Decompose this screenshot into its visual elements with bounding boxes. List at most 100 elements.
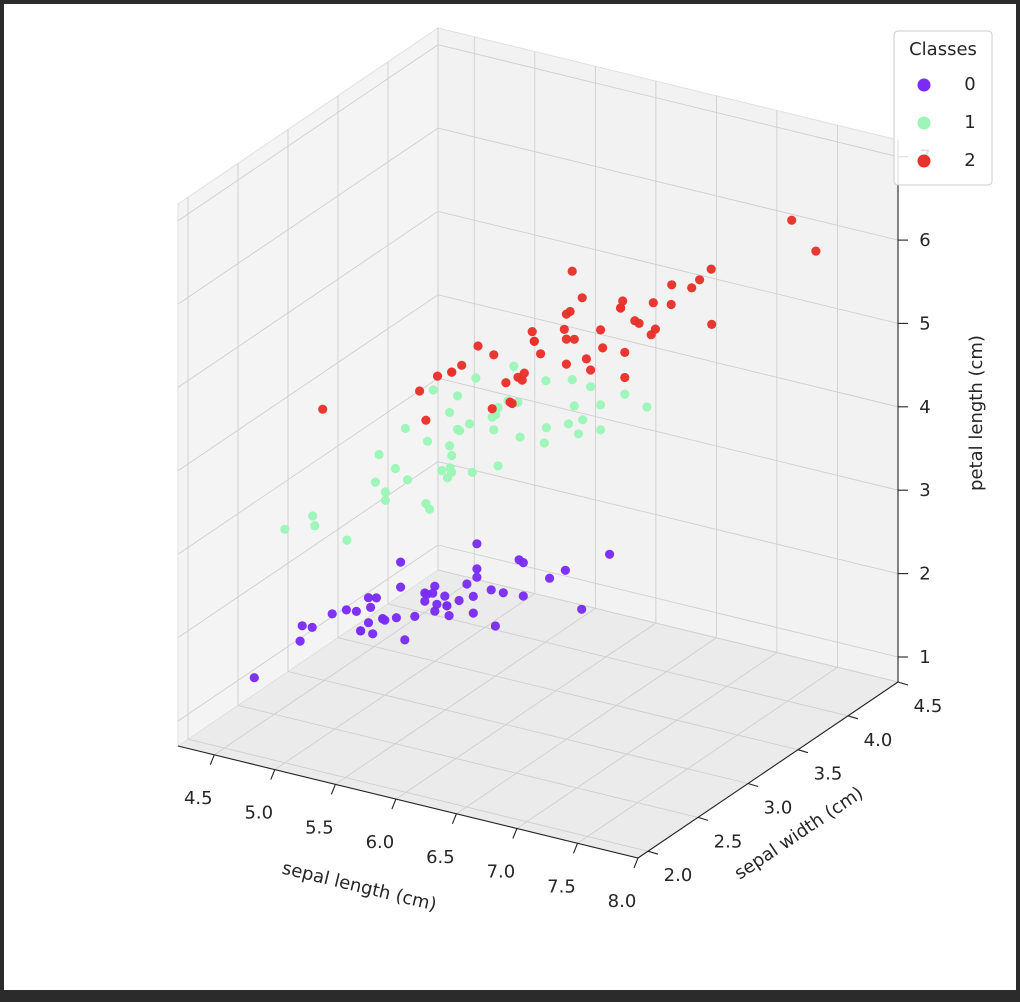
axes-lines — [177, 140, 899, 859]
data-point-class-2 — [559, 324, 569, 334]
data-point-class-2 — [787, 215, 797, 225]
z-tick-label: 4 — [919, 397, 930, 418]
data-point-class-1 — [578, 415, 588, 425]
z-tick-label: 3 — [919, 480, 930, 501]
y-tick — [797, 749, 809, 754]
legend: Classes 0 1 2 — [893, 30, 993, 186]
data-point-class-0 — [430, 581, 440, 591]
data-point-class-2 — [577, 293, 587, 303]
data-point-class-0 — [444, 611, 454, 621]
legend-title: Classes — [909, 39, 977, 60]
legend-label-0: 0 — [964, 74, 975, 95]
data-point-class-1 — [467, 467, 477, 477]
x-tick-label: 4.5 — [184, 788, 213, 809]
data-point-class-2 — [561, 359, 572, 369]
data-point-class-2 — [487, 404, 497, 414]
data-point-class-0 — [518, 591, 528, 601]
gridline-z-left — [177, 377, 439, 555]
data-point-class-2 — [634, 318, 644, 328]
x-tick-label: 5.5 — [305, 817, 334, 838]
legend-items: 0 1 2 — [917, 74, 976, 171]
scatter-3d-chart: 4.5 5.0 5.5 6.0 6.5 7.0 7.5 8.0 2.0 2.5 3.0 3.5 4.0 4… — [176, 27, 993, 916]
legend-label-2: 2 — [964, 150, 975, 171]
data-point-class-0 — [440, 591, 450, 601]
data-point-class-2 — [569, 334, 579, 344]
data-point-class-2 — [586, 365, 596, 375]
legend-marker-2 — [917, 154, 931, 168]
data-point-class-1 — [487, 412, 497, 422]
data-point-class-0 — [486, 585, 496, 595]
data-point-class-0 — [307, 622, 317, 633]
data-point-class-2 — [598, 343, 608, 353]
data-point-class-0 — [442, 601, 452, 611]
data-point-class-0 — [410, 611, 420, 622]
data-point-class-2 — [519, 368, 529, 378]
data-point-class-2 — [616, 303, 626, 313]
data-point-class-1 — [428, 385, 438, 395]
data-point-class-0 — [341, 605, 351, 615]
x-tick-label: 8.0 — [608, 891, 637, 912]
gridline-x-floor — [395, 622, 657, 800]
data-point-class-2 — [561, 334, 572, 344]
data-point-class-2 — [567, 266, 577, 276]
z-axis-label: petal length (cm) — [966, 335, 987, 491]
data-point-class-0 — [490, 621, 500, 631]
y-axis-label: sepal width (cm) — [731, 783, 867, 885]
legend-label-1: 1 — [964, 112, 975, 133]
data-point-class-0 — [356, 626, 366, 636]
gridline-y-floor — [237, 704, 699, 818]
figure-canvas: 4.5 5.0 5.5 6.0 6.5 7.0 7.5 8.0 2.0 2.5 3.0 3.5 4.0 4… — [4, 4, 1016, 990]
data-point-class-1 — [380, 495, 390, 505]
gridline-z-left — [177, 294, 439, 472]
gridline-y-floor — [437, 569, 899, 683]
data-point-class-1 — [596, 425, 606, 435]
legend-marker-0 — [917, 78, 931, 92]
data-point-class-0 — [297, 621, 307, 631]
data-point-class-1 — [400, 423, 410, 433]
data-point-class-0 — [454, 595, 464, 606]
z-tick-label: 5 — [919, 313, 930, 334]
data-point-class-2 — [489, 350, 499, 360]
x-tick — [512, 828, 518, 839]
x-tick-label: 7.5 — [547, 876, 576, 897]
gridline-z-back — [437, 44, 899, 158]
tick-marks: 4.5 5.0 5.5 6.0 6.5 7.0 7.5 8.0 2.0 2.5 3.0 3.5 4.0 4… — [184, 147, 942, 912]
data-point-class-1 — [471, 373, 481, 383]
y-tick — [897, 681, 909, 686]
gridline-z-back — [437, 544, 899, 658]
data-point-class-1 — [447, 450, 457, 461]
data-point-class-2 — [695, 275, 705, 285]
data-point-class-0 — [366, 602, 376, 613]
data-point-class-1 — [509, 361, 519, 371]
data-point-class-0 — [368, 629, 378, 639]
data-point-class-0 — [432, 599, 442, 609]
data-point-class-0 — [420, 596, 430, 606]
data-point-class-0 — [472, 564, 482, 574]
data-point-class-2 — [421, 415, 431, 425]
legend-box — [893, 30, 993, 186]
data-point-class-2 — [415, 386, 425, 396]
x-tick — [270, 769, 276, 780]
y-tick-label: 3.0 — [764, 798, 793, 819]
x-tick — [451, 813, 457, 825]
data-point-class-2 — [501, 378, 511, 388]
data-point-class-1 — [596, 400, 606, 410]
y-tick-label: 2.0 — [664, 865, 693, 886]
data-point-class-2 — [581, 354, 592, 364]
axes-panes — [176, 27, 900, 859]
data-point-class-1 — [452, 391, 463, 401]
data-point-class-2 — [650, 324, 661, 334]
gridline-x-floor — [214, 578, 475, 756]
data-point-class-0 — [371, 593, 381, 603]
data-point-class-2 — [473, 341, 483, 351]
data-point-class-1 — [563, 419, 574, 429]
gridline-x-floor — [274, 593, 536, 770]
gridline-y-floor — [187, 738, 649, 852]
data-point-class-2 — [620, 372, 630, 383]
data-point-class-0 — [400, 635, 410, 645]
data-point-class-1 — [455, 426, 465, 436]
x-tick-label: 5.0 — [244, 803, 273, 824]
y-tick — [747, 782, 759, 788]
data-point-class-0 — [249, 673, 259, 683]
x-tick — [391, 798, 397, 810]
